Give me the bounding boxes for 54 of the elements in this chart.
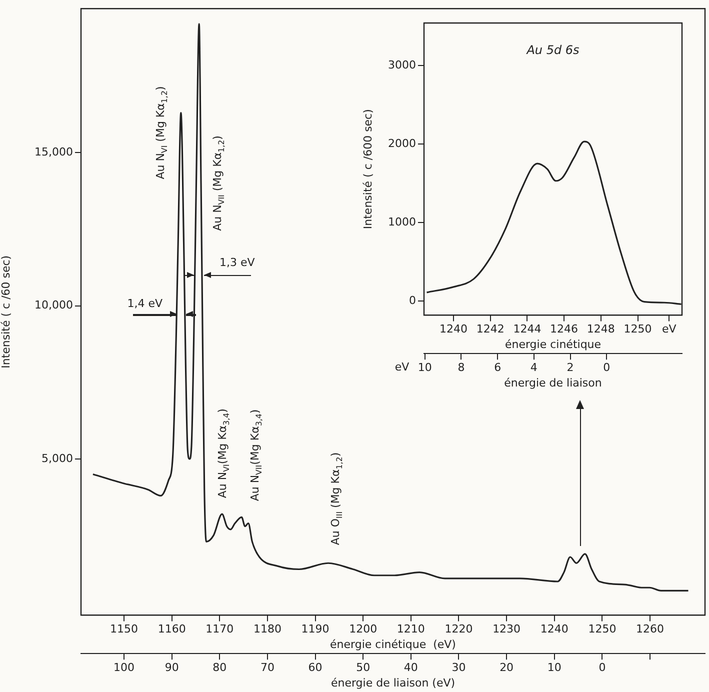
x-tick-label: 1170 (206, 622, 234, 636)
x-tick-label: 1248 (586, 322, 615, 336)
y-tick-label: 1000 (388, 215, 416, 228)
x-axis-title: énergie cinétique (504, 338, 602, 351)
x2-axis-title: énergie de liaison (504, 376, 602, 390)
x-tick-label: 1240 (540, 622, 568, 636)
x2-tick-label: 40 (404, 661, 418, 674)
x-tick-label: 1246 (550, 322, 578, 336)
x-tick-label: eV (662, 322, 677, 336)
annotation: 1,4 eV (127, 296, 164, 310)
x-tick-label: 1180 (253, 622, 282, 636)
y-axis-title: Intensité ( c /60 sec) (0, 255, 12, 368)
x2-tick-label: 30 (452, 661, 466, 674)
x2-tick-label: 0 (603, 361, 610, 374)
x2-tick-label: 4 (530, 361, 538, 374)
x2-tick-label: 100 (114, 661, 135, 674)
y-tick-label: 0 (409, 294, 416, 307)
x2-tick-label: 70 (260, 661, 274, 674)
x2-tick-label: 10 (547, 661, 562, 674)
x-tick-label: 1230 (492, 622, 521, 636)
x2-tick-label: 0 (598, 661, 606, 674)
y-tick-label: 5,000 (42, 452, 73, 465)
y-tick-label: 15,000 (34, 145, 73, 158)
x-tick-label: 1200 (349, 622, 378, 636)
x-tick-label: 1260 (636, 622, 664, 636)
x-tick-label: 1250 (588, 622, 616, 636)
x2-axis-title: énergie de liaison (eV) (330, 676, 456, 690)
y-tick-label: 10,000 (34, 298, 73, 312)
x-tick-label: 1220 (444, 622, 473, 636)
x2-tick-label: 60 (308, 661, 322, 674)
x-tick-label: 1244 (513, 322, 542, 336)
x2-tick-label: 2 (566, 361, 574, 374)
y-axis-title: Intensité ( c /600 sec) (361, 109, 374, 230)
annotation: eV (394, 360, 410, 374)
x-tick-label: 1240 (439, 322, 468, 336)
x-tick-label: 1150 (110, 622, 138, 636)
x-tick-label: 1250 (624, 322, 652, 336)
x-tick-label: 1210 (396, 622, 425, 636)
x2-tick-label: 50 (356, 661, 370, 674)
annotation: 1,3 eV (219, 256, 256, 269)
y-tick-label: 3000 (388, 58, 416, 72)
x-tick-label: 1160 (158, 622, 186, 636)
x2-tick-label: 90 (164, 661, 179, 674)
text: Au 5d 6s (526, 43, 580, 58)
x2-tick-label: 20 (500, 661, 514, 674)
x2-tick-label: 80 (212, 661, 227, 674)
x-tick-label: 1242 (476, 322, 504, 336)
x-axis-title: énergie cinétique (eV) (330, 638, 456, 651)
line-series (92, 23, 690, 592)
x-tick-label: 1190 (301, 622, 330, 636)
x2-tick-label: 6 (494, 361, 502, 374)
y-tick-label: 2000 (388, 136, 416, 150)
x2-tick-label: 8 (458, 361, 465, 374)
x2-tick-label: 10 (418, 361, 432, 374)
